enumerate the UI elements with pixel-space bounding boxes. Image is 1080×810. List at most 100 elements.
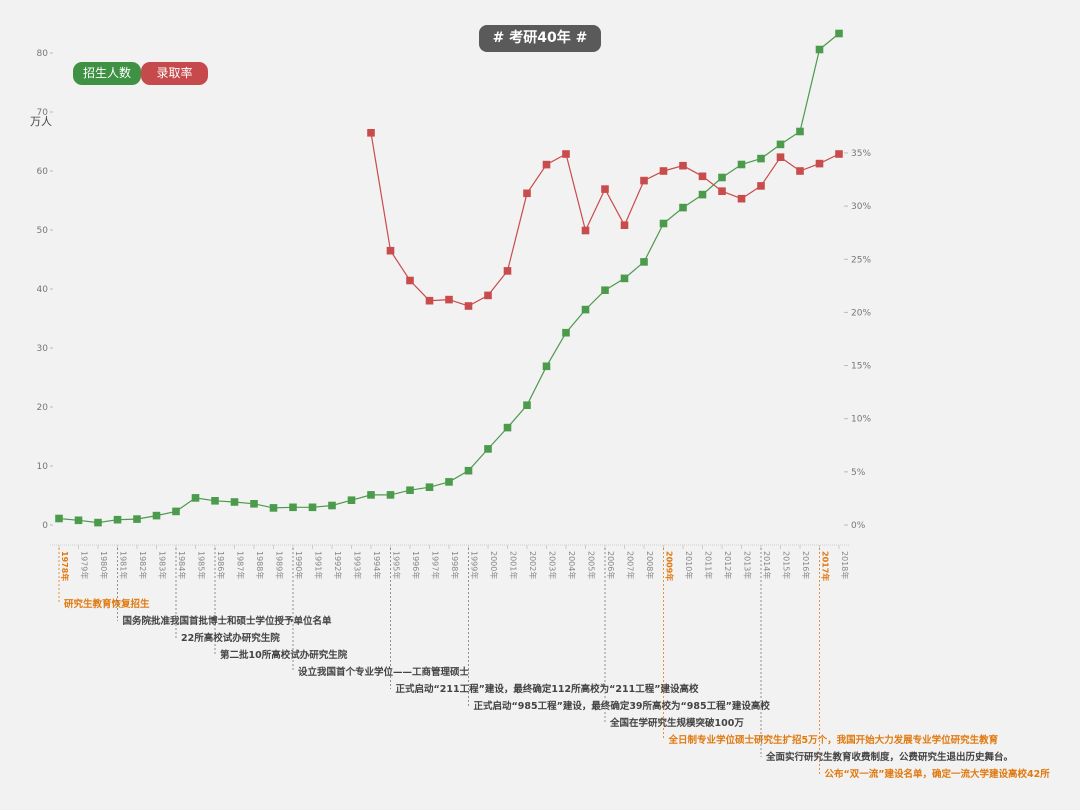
y-left-tick-label: 20 bbox=[37, 403, 49, 413]
enroll-data-point bbox=[55, 514, 63, 523]
rate-data-point bbox=[562, 150, 570, 158]
enroll-data-point bbox=[133, 515, 141, 523]
rate-data-point bbox=[601, 185, 609, 193]
annotation-text: 设立我国首个专业学位——工商管理硕士 bbox=[298, 666, 470, 678]
rate-data-point bbox=[620, 221, 629, 229]
enroll-data-point bbox=[796, 127, 804, 136]
x-tick-label: 1983年 bbox=[158, 551, 168, 579]
rate-data-point bbox=[406, 276, 414, 285]
enroll-data-point bbox=[152, 511, 161, 520]
x-tick-label: 1978年 bbox=[60, 551, 70, 581]
x-tick-label: 1981年 bbox=[119, 551, 129, 579]
x-tick-label: 2000年 bbox=[489, 551, 499, 579]
x-tick-label: 1999年 bbox=[470, 551, 480, 579]
rate-data-point bbox=[484, 291, 492, 300]
enroll-data-point bbox=[445, 478, 453, 486]
x-tick-label: 2004年 bbox=[567, 551, 577, 579]
enroll-data-point bbox=[289, 503, 297, 512]
x-tick-label: 2015年 bbox=[782, 551, 792, 579]
y-left-tick-label: 50 bbox=[37, 226, 49, 236]
y-left-tick-label: 70 bbox=[37, 108, 49, 118]
x-tick-label: 1993年 bbox=[353, 551, 363, 579]
annotation-text: 22所高校试办研究生院 bbox=[181, 632, 280, 644]
y-axis-unit-label: 万人 bbox=[30, 115, 52, 128]
x-tick-label: 1994年 bbox=[372, 551, 382, 579]
annotation-text: 正式启动“985工程”建设，最终确定39所高校为“985工程”建设高校 bbox=[474, 700, 771, 712]
legend-rate[interactable]: 录取率 bbox=[141, 62, 208, 85]
enroll-data-point bbox=[250, 500, 258, 508]
enroll-data-point bbox=[308, 503, 317, 512]
y-left-tick-label: 80 bbox=[37, 49, 49, 59]
x-tick-label: 2006年 bbox=[606, 551, 616, 579]
rate-data-point bbox=[640, 176, 648, 185]
enroll-data-point bbox=[211, 497, 219, 505]
enroll-data-point bbox=[328, 501, 336, 510]
enroll-data-point bbox=[737, 160, 746, 169]
y-left-tick-label: 0 bbox=[42, 521, 48, 531]
x-tick-label: 1997年 bbox=[431, 551, 441, 579]
x-tick-label: 1998年 bbox=[450, 551, 460, 579]
y-right-tick-label: 15% bbox=[851, 362, 871, 372]
y-right-tick-label: 25% bbox=[851, 255, 871, 265]
rate-data-point bbox=[542, 160, 551, 169]
enroll-data-point bbox=[835, 29, 843, 38]
enroll-data-point bbox=[523, 401, 531, 409]
x-tick-label: 2013年 bbox=[743, 551, 753, 579]
y-left-tick-label: 30 bbox=[37, 344, 49, 354]
enroll-data-point bbox=[659, 219, 668, 228]
annotation-text: 全日制专业学位硕士研究生扩招5万个，我国开始大力发展专业学位研究生教育 bbox=[668, 734, 999, 746]
enroll-data-point bbox=[367, 491, 375, 499]
enroll-data-point bbox=[640, 258, 648, 266]
enroll-data-point bbox=[601, 286, 609, 294]
x-tick-label: 2012年 bbox=[723, 551, 733, 579]
rate-data-point bbox=[796, 167, 804, 175]
y-right-tick-label: 5% bbox=[851, 468, 866, 478]
rate-data-point bbox=[503, 267, 512, 275]
rate-data-point bbox=[815, 159, 824, 168]
y-right-tick-label: 0% bbox=[851, 521, 866, 531]
x-tick-label: 2003年 bbox=[548, 551, 558, 579]
enroll-data-point bbox=[562, 328, 570, 337]
rate-series-line bbox=[370, 132, 840, 307]
rate-data-point bbox=[367, 129, 375, 137]
enroll-data-point bbox=[776, 140, 785, 149]
enroll-data-point bbox=[698, 190, 707, 199]
x-tick-label: 2016年 bbox=[801, 551, 811, 579]
enroll-data-point bbox=[113, 515, 122, 524]
axes-group: 0 10 20 30 40 50 60 70 80 0% 5% 10% 15% 20% 25% 30% 35% 1… bbox=[37, 49, 872, 581]
enroll-data-point bbox=[815, 45, 824, 54]
x-tick-label: 1985年 bbox=[197, 551, 207, 579]
chart-title: # 考研40年 # bbox=[479, 25, 601, 52]
x-tick-label: 2001年 bbox=[509, 551, 519, 579]
enroll-data-point bbox=[503, 423, 512, 432]
x-tick-label: 2002年 bbox=[528, 551, 538, 579]
enroll-data-point bbox=[269, 504, 278, 512]
rate-data-point bbox=[776, 153, 785, 161]
enroll-data-point bbox=[679, 203, 687, 212]
legend-enroll[interactable]: 招生人数 bbox=[73, 62, 141, 85]
annotation-text: 全国在学研究生规模突破100万 bbox=[609, 717, 744, 729]
rate-data-point bbox=[737, 194, 746, 203]
enroll-data-point bbox=[757, 154, 765, 163]
rate-data-point bbox=[445, 295, 453, 304]
enroll-data-point bbox=[718, 173, 726, 182]
enroll-data-point bbox=[94, 518, 102, 527]
x-tick-label: 2007年 bbox=[626, 551, 636, 579]
annotation-text: 正式启动“211工程”建设，最终确定112所高校为“211工程”建设高校 bbox=[396, 683, 699, 695]
annotation-text: 国务院批准我国首批博士和硕士学位授予单位名单 bbox=[123, 615, 333, 627]
x-tick-label: 2017年 bbox=[821, 551, 831, 581]
enroll-data-point bbox=[74, 516, 83, 525]
rate-data-point bbox=[718, 187, 726, 195]
annotation-text: 研究生教育恢复招生 bbox=[64, 598, 150, 610]
y-left-tick-label: 40 bbox=[37, 285, 49, 295]
y-left-tick-label: 60 bbox=[37, 167, 49, 177]
annotation-text: 第二批10所高校试办研究生院 bbox=[220, 649, 348, 661]
rate-data-point bbox=[679, 161, 687, 170]
x-tick-label: 1984年 bbox=[177, 551, 187, 579]
enroll-data-point bbox=[172, 507, 180, 516]
enroll-data-point bbox=[347, 496, 356, 504]
x-tick-label: 2009年 bbox=[665, 551, 675, 581]
y-right-tick-label: 20% bbox=[851, 308, 871, 318]
